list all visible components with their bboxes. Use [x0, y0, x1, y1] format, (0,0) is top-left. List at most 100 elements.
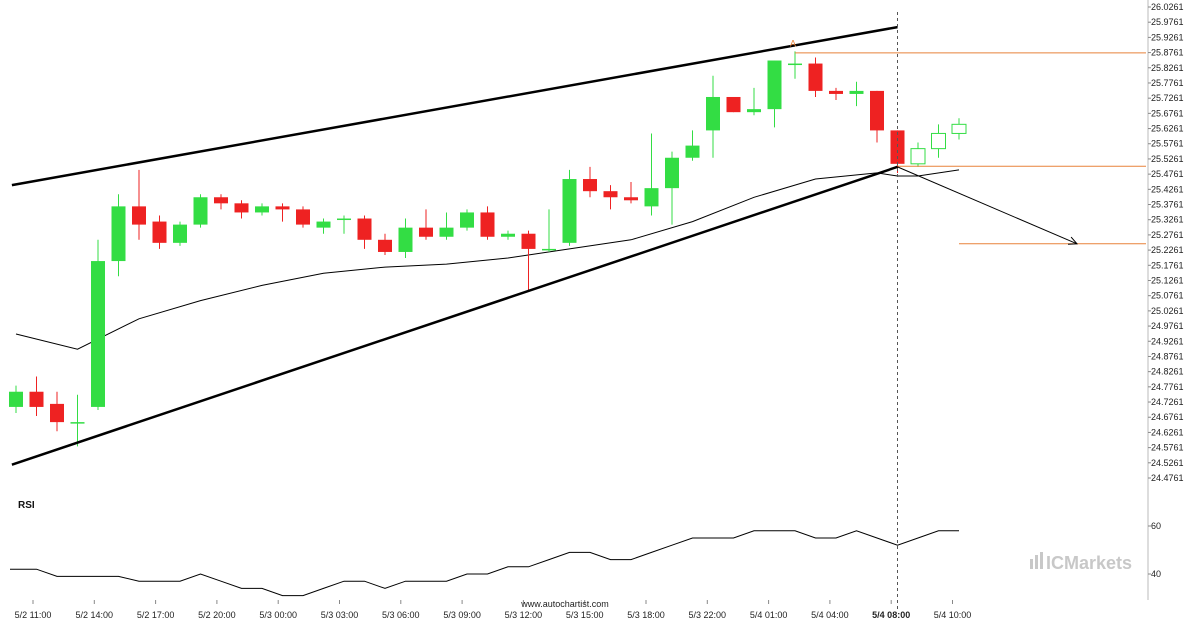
candle-body	[788, 63, 802, 66]
price-tick-label: 25.1761	[1151, 260, 1184, 270]
rsi-label: RSI	[18, 500, 35, 511]
source-watermark: www.autochartist.com	[520, 599, 609, 609]
price-tick-label: 25.5261	[1151, 154, 1184, 164]
candle-body	[849, 90, 864, 94]
candle-body	[91, 261, 105, 407]
candle	[910, 142, 926, 167]
price-tick-label: 25.4761	[1151, 169, 1184, 179]
price-tick-label: 25.8261	[1151, 63, 1184, 73]
candle	[521, 230, 536, 292]
candle	[296, 206, 310, 228]
candle	[644, 133, 659, 216]
time-tick-label: 5/3 22:00	[689, 610, 727, 620]
price-tick-label: 25.0761	[1151, 291, 1184, 301]
candle	[542, 209, 556, 252]
candle-body	[29, 391, 44, 407]
time-tick-label: 5/3 03:00	[321, 610, 359, 620]
price-tick-label: 25.6761	[1151, 108, 1184, 118]
candle-body	[152, 221, 167, 243]
time-tick-label: 5/2 17:00	[137, 610, 175, 620]
candle-body	[398, 227, 413, 252]
candle-body	[419, 227, 433, 237]
time-tick-label: 5/2 20:00	[198, 610, 236, 620]
price-tick-label: 25.2261	[1151, 245, 1184, 255]
candle	[870, 90, 884, 143]
candle-body	[726, 96, 741, 113]
candle	[398, 218, 413, 259]
time-tick-label: 5/3 12:00	[505, 610, 543, 620]
brand-prefix: IC	[1046, 553, 1064, 573]
rsi-tick-label: 40	[1151, 569, 1161, 579]
candle	[214, 194, 228, 210]
candle-body	[501, 233, 515, 237]
candle	[50, 391, 64, 432]
candle	[562, 169, 577, 246]
candle	[173, 221, 187, 246]
candle	[316, 218, 331, 234]
candle	[357, 215, 372, 249]
time-tick-label: 5/3 18:00	[627, 610, 665, 620]
rsi-layer: 60 40	[10, 521, 1161, 597]
candle	[706, 75, 720, 158]
candle	[808, 57, 823, 97]
price-tick-label: 24.7761	[1151, 382, 1184, 392]
time-tick-label: 5/3 06:00	[382, 610, 420, 620]
price-tick-label: 25.7261	[1151, 93, 1184, 103]
candle	[378, 233, 392, 255]
price-tick-label: 24.8261	[1151, 367, 1184, 377]
moving-average-line	[15, 169, 960, 350]
candle-body	[665, 157, 679, 189]
trendline	[11, 165, 898, 466]
price-tick-label: 25.8761	[1151, 48, 1184, 58]
candle	[480, 206, 495, 240]
forecast-arrow-line	[897, 166, 1078, 245]
candle	[931, 124, 946, 158]
time-tick-label: 5/3 15:00	[566, 610, 604, 620]
candle-body	[706, 96, 720, 131]
candle-body	[644, 188, 659, 207]
rsi-line	[10, 530, 959, 597]
trendlines-layer	[11, 25, 898, 466]
candle-body	[378, 239, 392, 252]
price-tick-label: 25.9261	[1151, 32, 1184, 42]
candle	[439, 212, 454, 240]
candle-body	[951, 123, 967, 134]
candle-body	[685, 145, 700, 158]
time-tick-label: 5/4 10:00	[934, 610, 972, 620]
candle-body	[747, 109, 761, 113]
candle-body	[624, 197, 638, 201]
candle-body	[296, 209, 310, 225]
candle	[951, 118, 967, 140]
candle	[337, 215, 351, 234]
candle	[419, 209, 433, 240]
candle-body	[132, 206, 146, 225]
candle-body	[808, 63, 823, 91]
price-tick-label: 25.1261	[1151, 275, 1184, 285]
candle	[9, 385, 23, 414]
candle	[234, 200, 249, 219]
price-tick-label: 24.7261	[1151, 397, 1184, 407]
candle-body	[583, 179, 597, 192]
candle-body	[870, 90, 884, 131]
price-tick-label: 25.3261	[1151, 215, 1184, 225]
price-tick-label: 24.8761	[1151, 351, 1184, 361]
candle-body	[173, 224, 187, 243]
candles-layer	[9, 51, 967, 447]
price-tick-label: 24.6261	[1151, 427, 1184, 437]
candle-body	[111, 206, 126, 262]
candle	[788, 51, 802, 79]
pattern-marker-label: A	[790, 38, 796, 48]
price-tick-label: 25.7761	[1151, 78, 1184, 88]
candle-body	[70, 422, 85, 424]
levels-layer: A	[790, 38, 1146, 245]
time-tick-label: 5/4 08:00	[872, 610, 910, 620]
candle-body	[50, 403, 64, 423]
candle-body	[316, 221, 331, 228]
candle	[726, 96, 741, 113]
candle-body	[767, 60, 782, 110]
candle	[255, 203, 269, 216]
time-tick-label: 5/3 00:00	[259, 610, 297, 620]
brand-logo: ICMarkets	[1030, 552, 1132, 573]
